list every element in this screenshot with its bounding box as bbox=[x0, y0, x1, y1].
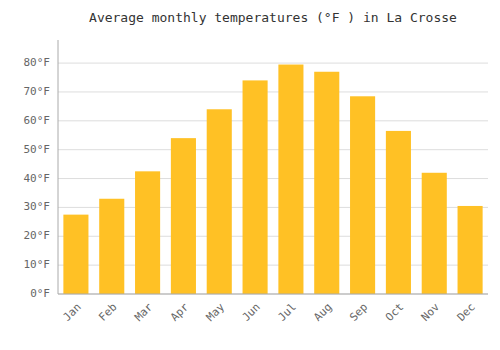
x-tick-label: Feb bbox=[96, 301, 119, 324]
bars bbox=[63, 65, 482, 294]
x-tick-label: Nov bbox=[419, 300, 443, 324]
x-tick-label: Jan bbox=[60, 301, 83, 324]
chart-container: 0°F 10°F 20°F 30°F 40°F 50°F 60°F 70°F 80°F Jan Fe… bbox=[0, 0, 500, 350]
grid bbox=[58, 63, 488, 294]
x-tick-label: Aug bbox=[311, 301, 334, 324]
x-tick-label: Mar bbox=[132, 300, 156, 324]
x-tick-label: Oct bbox=[383, 301, 406, 324]
grid-line bbox=[58, 149, 488, 150]
bar bbox=[99, 199, 124, 294]
x-tick-label: Jul bbox=[275, 301, 298, 324]
y-tick-label: 40°F bbox=[24, 172, 51, 185]
y-tick-label: 10°F bbox=[24, 258, 51, 271]
y-tick-label: 50°F bbox=[24, 143, 51, 156]
x-tick-label: May bbox=[204, 300, 228, 324]
x-tick-label: Jun bbox=[240, 301, 263, 324]
y-tick-label: 20°F bbox=[24, 229, 51, 242]
bar bbox=[171, 138, 196, 294]
x-axis: Jan Feb Mar Apr May Jun Jul Aug Sep Oct Nov Dec bbox=[58, 294, 488, 324]
y-tick-label: 60°F bbox=[24, 114, 51, 127]
bar bbox=[243, 80, 268, 294]
bar bbox=[314, 72, 339, 294]
x-tick-label: Apr bbox=[168, 300, 192, 324]
bar bbox=[458, 206, 483, 294]
bar bbox=[207, 109, 232, 294]
title: Average monthly temperatures (°F ) in La… bbox=[89, 10, 457, 25]
y-axis: 0°F 10°F 20°F 30°F 40°F 50°F 60°F 70°F 80°F bbox=[24, 40, 59, 300]
bar bbox=[278, 65, 303, 294]
bar bbox=[63, 215, 88, 294]
bar bbox=[135, 171, 160, 294]
grid-line bbox=[58, 294, 488, 295]
y-axis-line bbox=[58, 40, 59, 294]
bar bbox=[422, 173, 447, 294]
y-tick-label: 30°F bbox=[24, 200, 51, 213]
grid-line bbox=[58, 63, 488, 64]
grid-line bbox=[58, 91, 488, 92]
grid-line bbox=[58, 120, 488, 121]
bar bbox=[350, 96, 375, 294]
x-tick-label: Sep bbox=[347, 301, 370, 324]
y-tick-label: 0°F bbox=[30, 287, 50, 300]
bar bbox=[386, 131, 411, 294]
y-tick-label: 80°F bbox=[24, 56, 51, 69]
x-tick-label: Dec bbox=[455, 301, 478, 324]
y-tick-label: 70°F bbox=[24, 85, 51, 98]
x-axis-line bbox=[58, 294, 488, 295]
chart: 0°F 10°F 20°F 30°F 40°F 50°F 60°F 70°F 80°F Jan Fe… bbox=[0, 0, 500, 350]
